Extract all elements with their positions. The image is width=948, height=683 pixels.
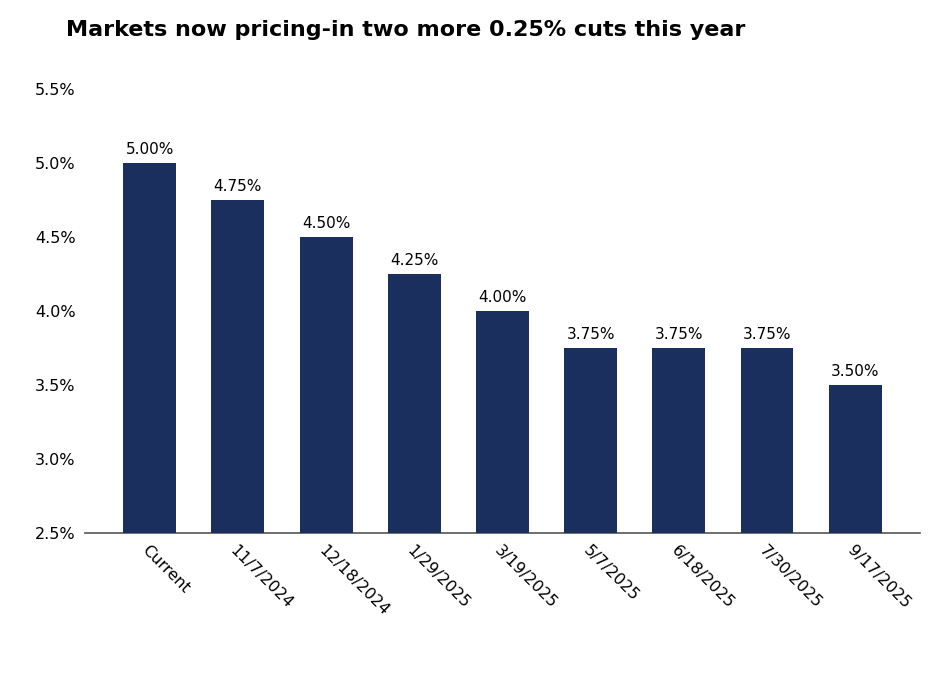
Text: 4.75%: 4.75% xyxy=(213,179,262,194)
Bar xyxy=(211,199,264,533)
Bar xyxy=(652,348,705,533)
Text: 4.00%: 4.00% xyxy=(478,290,527,305)
Bar xyxy=(476,311,529,533)
Bar xyxy=(740,348,793,533)
Bar xyxy=(388,274,441,533)
Bar xyxy=(123,163,176,533)
Text: 3.75%: 3.75% xyxy=(654,327,703,342)
Text: 3.50%: 3.50% xyxy=(831,364,880,379)
Bar xyxy=(300,237,353,533)
Text: 3.75%: 3.75% xyxy=(566,327,615,342)
Bar xyxy=(564,348,617,533)
Bar xyxy=(829,385,882,533)
Text: Markets now pricing-in two more 0.25% cuts this year: Markets now pricing-in two more 0.25% cu… xyxy=(66,20,746,40)
Text: 3.75%: 3.75% xyxy=(742,327,792,342)
Text: 4.50%: 4.50% xyxy=(301,216,350,231)
Text: 5.00%: 5.00% xyxy=(125,142,173,157)
Text: 4.25%: 4.25% xyxy=(390,253,438,268)
